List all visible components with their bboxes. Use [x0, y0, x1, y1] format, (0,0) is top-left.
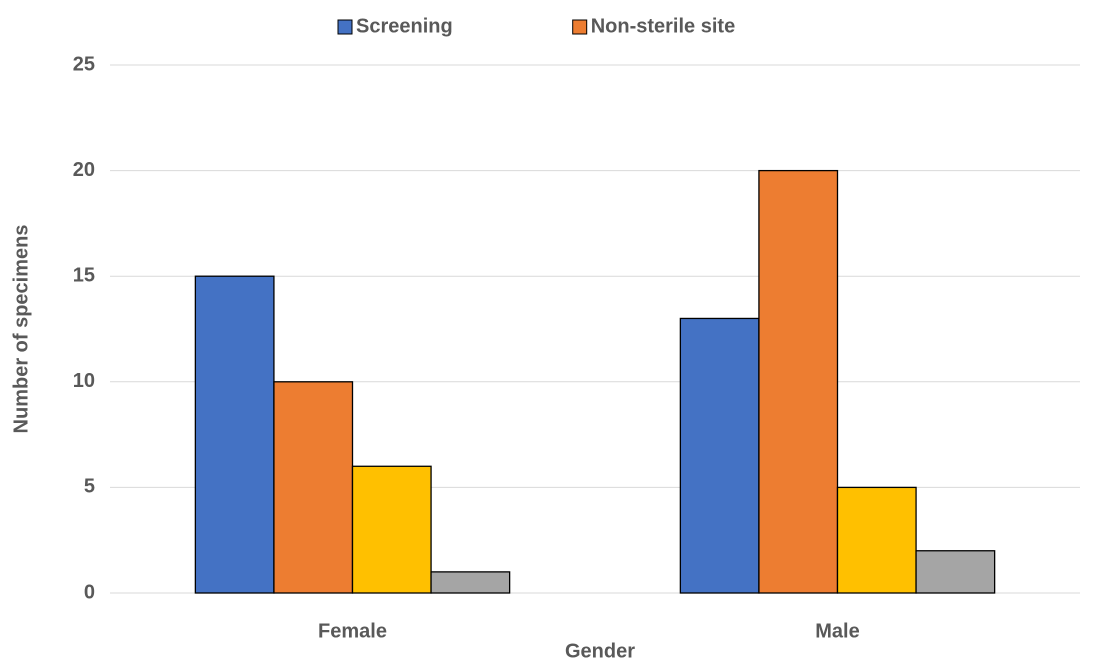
- bar: [679, 317, 760, 594]
- y-tick-label: 15: [73, 264, 95, 286]
- x-tick-label: Female: [318, 620, 387, 642]
- bar: [430, 571, 511, 594]
- legend-label: Screening: [356, 15, 453, 37]
- bar: [758, 169, 839, 594]
- bar: [915, 550, 996, 594]
- y-tick-label: 25: [73, 53, 95, 75]
- x-axis-label: Gender: [565, 640, 635, 660]
- bar: [273, 381, 354, 594]
- y-tick-label: 10: [73, 370, 95, 392]
- bar: [836, 486, 917, 594]
- y-tick-label: 5: [84, 476, 95, 498]
- y-axis-label: Number of specimens: [10, 225, 32, 434]
- y-tick-label: 20: [73, 159, 95, 181]
- legend-swatch: [572, 19, 588, 35]
- bar: [194, 275, 275, 594]
- bar: [351, 465, 432, 594]
- legend-label: Non-sterile site: [591, 15, 735, 37]
- y-tick-label: 0: [84, 581, 95, 603]
- legend-swatch: [337, 19, 353, 35]
- x-tick-label: Male: [815, 620, 859, 642]
